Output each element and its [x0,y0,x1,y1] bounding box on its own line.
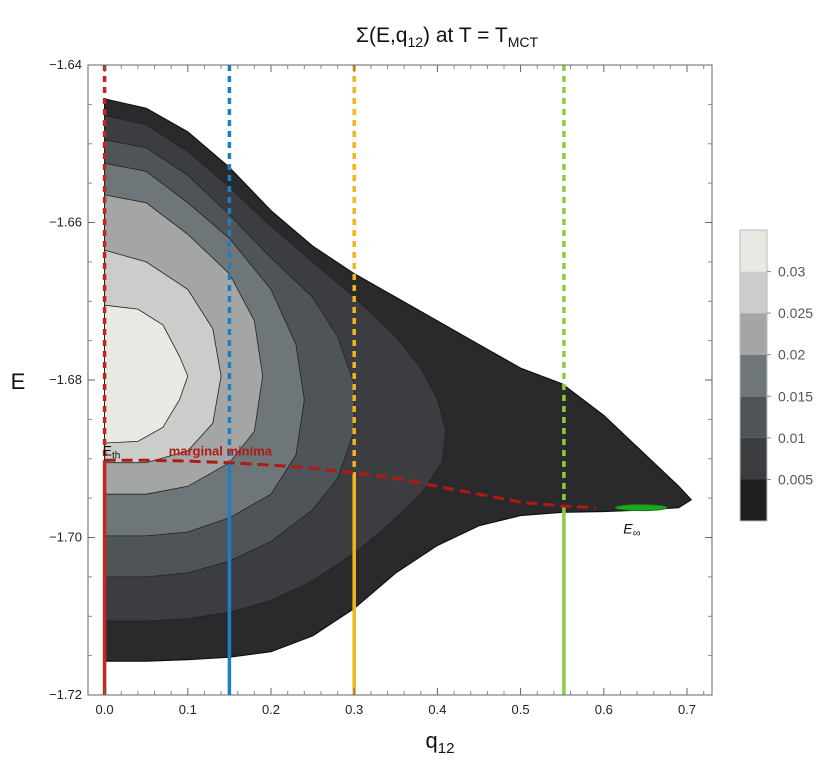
y-tick-label: −1.70 [49,530,82,545]
colorbar-band-3 [740,354,767,397]
vertical-lines [102,65,566,695]
x-axis-title: q12 [426,728,455,757]
e-infinity-label-sub: ∞ [633,528,641,540]
x-tick-label: 0.5 [512,702,530,717]
x-tick-label: 0.4 [428,702,446,717]
colorbar: 0.005 0.01 0.015 0.02 0.025 0.03 [739,229,813,522]
x-tick-label: 0.2 [262,702,280,717]
colorbar-band-0 [740,479,767,521]
colorbar-tick-label: 0.01 [778,430,805,446]
y-tick-label: −1.72 [49,687,82,702]
colorbar-tick-label: 0.015 [778,388,813,404]
x-tick-label: 0.7 [678,702,696,717]
x-axis: 0.0 0.1 0.2 0.3 0.4 0.5 0.6 0.7 [96,65,705,717]
y-axis-title: E [11,369,26,394]
x-axis-title-sub: 12 [438,740,455,757]
x-tick-label: 0.6 [595,702,613,717]
y-tick-label: −1.66 [49,215,82,230]
colorbar-frame [739,229,768,522]
threshold-label-base: E [103,442,112,458]
marginal-minima-label: marginal minima [169,443,273,458]
x-tick-label: 0.0 [96,702,114,717]
x-tick-label: 0.1 [179,702,197,717]
title-middle: ) at T = T [423,24,508,47]
title-main: Σ(E,q [356,24,408,47]
colorbar-band-6 [740,230,767,272]
y-tick-label: −1.64 [49,57,82,72]
chart-title: Σ(E,q12) at T = TMCT [356,24,538,50]
threshold-energy-label: Eth [103,442,121,461]
threshold-label-sub: th [112,450,120,461]
e-infinity-marker [614,504,668,512]
title-t-sub: MCT [508,34,539,50]
colorbar-band-5 [740,271,767,314]
colorbar-tick-label: 0.005 [778,471,813,487]
colorbar-band-1 [740,437,767,480]
x-axis-title-base: q [426,728,438,753]
colorbar-tick-label: 0.02 [778,347,805,363]
e-infinity-label: E∞ [623,521,640,540]
contour-region-0.03 [104,304,189,444]
colorbar-band-4 [740,313,767,355]
colorbar-band-2 [740,396,767,438]
e-infinity-label-base: E [623,521,633,537]
x-tick-label: 0.3 [345,702,363,717]
title-main-sub: 12 [407,34,423,50]
colorbar-tick-label: 0.025 [778,305,813,321]
y-tick-label: −1.68 [49,372,82,387]
colorbar-tick-label: 0.03 [778,264,805,280]
contour-fills [104,98,693,662]
y-axis: −1.64 −1.66 −1.68 −1.70 −1.72 [49,57,712,702]
